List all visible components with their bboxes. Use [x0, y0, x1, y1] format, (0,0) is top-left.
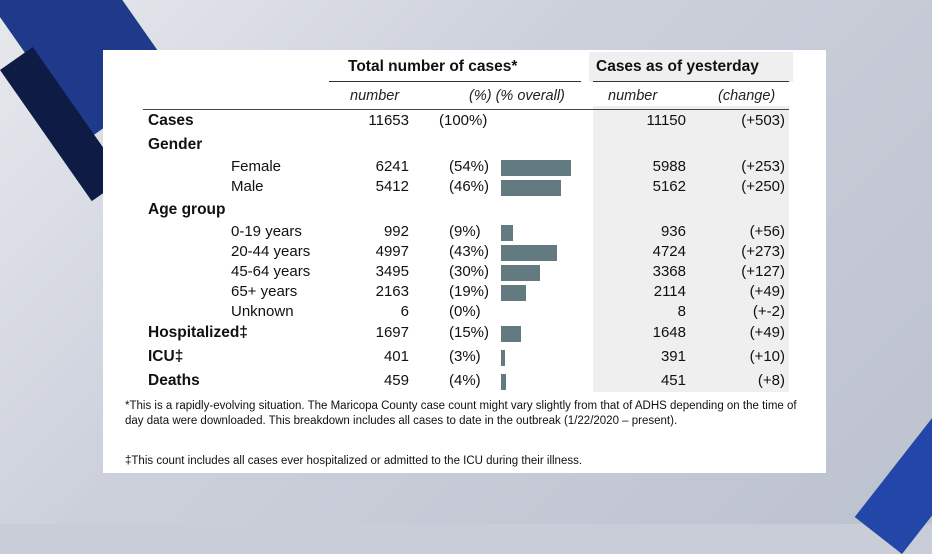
row-percent: (46%): [449, 178, 490, 195]
row-yesterday-number: 2114: [653, 283, 686, 300]
subheader-yesterday-number: number: [608, 88, 658, 104]
footnote-star: *This is a rapidly-evolving situation. T…: [125, 400, 797, 427]
subheader-change: (change): [718, 88, 776, 104]
subheader-rule: [143, 109, 789, 110]
case-table-card: Total number of cases* Cases as of yeste…: [103, 50, 826, 473]
table-row-age-20-44: 20-44 years 4997 (43%) 4724 (+273): [103, 243, 826, 263]
row-yesterday-number: 4724: [652, 243, 686, 260]
row-number: 6: [400, 303, 409, 320]
row-number: 5412: [375, 178, 409, 195]
row-number: 11653: [368, 112, 409, 129]
row-yesterday-number: 8: [677, 303, 686, 320]
row-label: Male: [231, 178, 264, 195]
percent-bar: [501, 160, 572, 176]
row-number: 1697: [375, 324, 409, 341]
row-yesterday-number: 5988: [652, 158, 686, 175]
table-row-deaths: Deaths 459 (4%) 451 (+8): [103, 372, 826, 392]
percent-bar: [501, 265, 540, 281]
table-row-cases: Cases 11653 (100%) 11150 (+503): [103, 112, 826, 132]
subheader-percent: (%) (% overall): [469, 88, 565, 104]
percent-bar: [501, 180, 561, 196]
row-percent: (100%): [439, 112, 488, 129]
row-percent: (0%): [449, 303, 481, 320]
percent-bar: [501, 350, 505, 366]
row-change: (+56): [749, 223, 785, 240]
row-change: (+127): [741, 263, 785, 280]
table-row-female: Female 6241 (54%) 5988 (+253): [103, 158, 826, 178]
table-row-age-group: Age group: [103, 201, 826, 221]
row-change: (+10): [749, 348, 785, 365]
row-yesterday-number: 3368: [652, 263, 686, 280]
row-label: ICU‡: [148, 348, 184, 365]
row-number: 459: [383, 372, 409, 389]
row-yesterday-number: 1648: [652, 324, 686, 341]
row-change: (+503): [741, 112, 785, 129]
row-change: (+273): [741, 243, 785, 260]
table-row-male: Male 5412 (46%) 5162 (+250): [103, 178, 826, 198]
row-label: 0-19 years: [231, 223, 302, 240]
row-percent: (30%): [449, 263, 490, 280]
table-row-age-65-plus: 65+ years 2163 (19%) 2114 (+49): [103, 283, 826, 303]
percent-bar: [501, 326, 521, 342]
row-label: Age group: [148, 201, 226, 218]
row-number: 401: [383, 348, 409, 365]
table-row-age-45-64: 45-64 years 3495 (30%) 3368 (+127): [103, 263, 826, 283]
row-percent: (19%): [449, 283, 490, 300]
header-underline: [593, 81, 789, 82]
row-label: Female: [231, 158, 282, 175]
row-number: 4997: [375, 243, 409, 260]
row-label: Cases: [148, 112, 194, 129]
table-row-icu: ICU‡ 401 (3%) 391 (+10): [103, 348, 826, 368]
row-number: 2163: [375, 283, 409, 300]
table-row-hospitalized: Hospitalized‡ 1697 (15%) 1648 (+49): [103, 324, 826, 344]
row-change: (+253): [741, 158, 785, 175]
header-underline: [329, 81, 581, 82]
row-percent: (9%): [449, 223, 481, 240]
percent-bar: [501, 225, 513, 241]
percent-bar: [501, 285, 526, 301]
row-change: (+49): [749, 324, 785, 341]
percent-bar: [501, 245, 557, 261]
row-change: (+49): [749, 283, 785, 300]
table-row-age-unknown: Unknown 6 (0%) 8 (+-2): [103, 303, 826, 323]
row-label: 20-44 years: [231, 243, 311, 260]
row-percent: (4%): [449, 372, 481, 389]
row-label: Hospitalized‡: [148, 324, 248, 341]
yesterday-header: Cases as of yesterday: [596, 58, 759, 75]
row-change: (+8): [757, 372, 785, 389]
row-yesterday-number: 11150: [646, 112, 687, 129]
row-yesterday-number: 936: [660, 223, 686, 240]
total-cases-header: Total number of cases*: [348, 58, 518, 75]
row-number: 6241: [375, 158, 409, 175]
table-row-age-0-19: 0-19 years 992 (9%) 936 (+56): [103, 223, 826, 243]
row-yesterday-number: 391: [660, 348, 686, 365]
row-label: 65+ years: [231, 283, 298, 300]
row-number: 3495: [375, 263, 409, 280]
row-yesterday-number: 451: [660, 372, 686, 389]
row-percent: (15%): [449, 324, 490, 341]
row-yesterday-number: 5162: [652, 178, 686, 195]
row-change: (+-2): [752, 303, 785, 320]
yesterday-header-shade: [589, 52, 793, 82]
row-label: Unknown: [231, 303, 294, 320]
row-percent: (3%): [449, 348, 481, 365]
footnote-dagger: ‡This count includes all cases ever hosp…: [125, 455, 583, 467]
table-row-gender: Gender: [103, 136, 826, 156]
row-percent: (54%): [449, 158, 490, 175]
yesterday-column-shade: [593, 106, 789, 392]
row-label: Deaths: [148, 372, 200, 389]
row-percent: (43%): [449, 243, 490, 260]
percent-bar: [501, 374, 507, 390]
row-label: 45-64 years: [231, 263, 311, 280]
row-change: (+250): [741, 178, 785, 195]
row-number: 992: [383, 223, 409, 240]
subheader-number: number: [350, 88, 400, 104]
row-label: Gender: [148, 136, 203, 153]
